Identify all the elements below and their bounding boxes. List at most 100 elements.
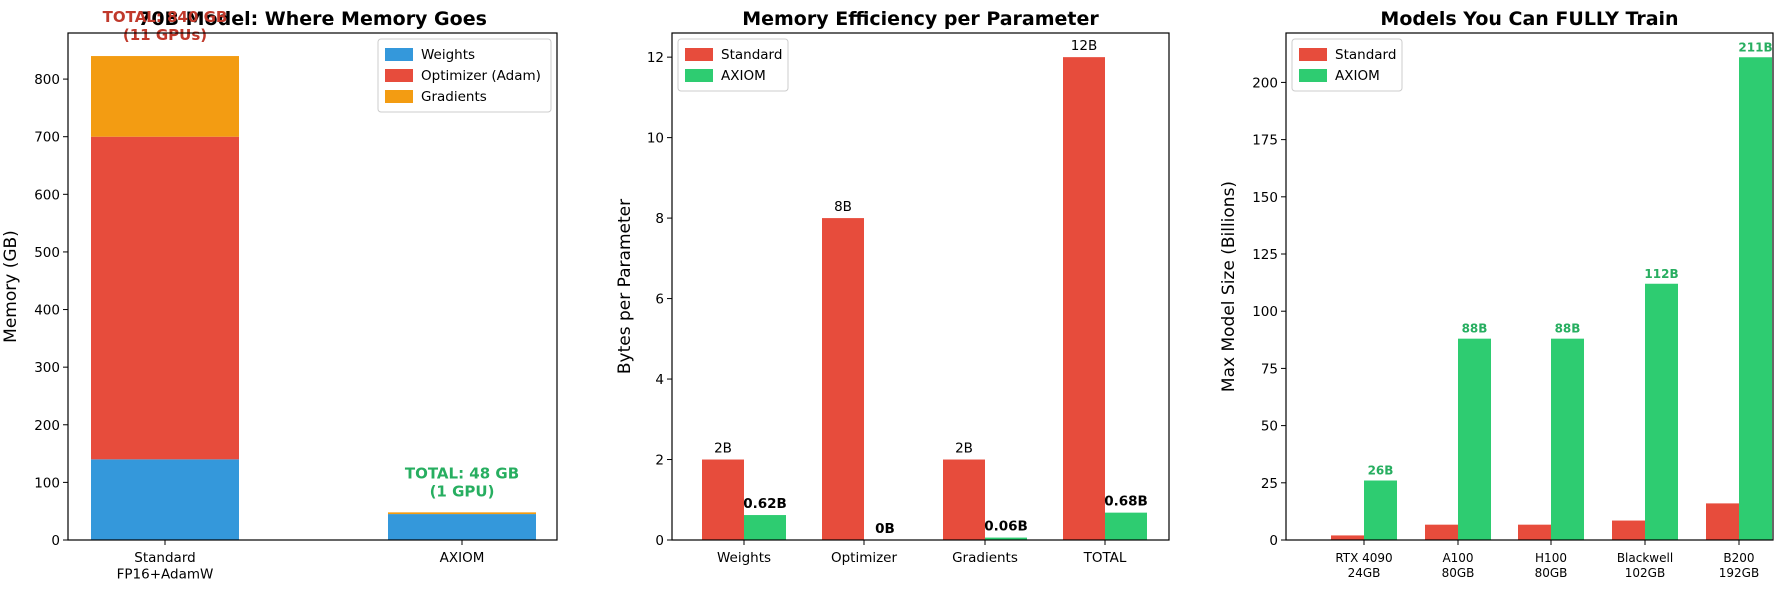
bar-optimizer-adam-standard <box>91 136 239 460</box>
plot-frame <box>67 32 558 541</box>
data-label-standard-gradients: 2B <box>955 441 973 457</box>
bar-weights-standard <box>91 459 239 540</box>
bar-standard-a100 <box>1425 524 1458 540</box>
y-tick-label: 50 <box>1261 419 1278 435</box>
chart-title: Models You Can FULLY Train <box>1380 8 1678 30</box>
legend-box <box>377 38 552 113</box>
data-label-standard-weights: 2B <box>714 441 732 457</box>
data-label-axiom-b200: 211B <box>1738 40 1772 54</box>
y-tick-label: 100 <box>34 475 60 491</box>
y-tick-label: 150 <box>1252 190 1278 206</box>
bar-weights-axiom <box>388 514 536 540</box>
data-label-axiom-weights: 0.62B <box>743 496 787 512</box>
bar-axiom-h100 <box>1551 338 1584 540</box>
legend-label-standard: Standard <box>1335 47 1396 63</box>
y-tick-label: 600 <box>34 187 60 203</box>
y-tick-label: 0 <box>655 533 664 549</box>
x-tick-label-weights: Weights <box>717 550 771 566</box>
legend-label-gradients: Gradients <box>421 89 487 105</box>
memory-breakdown-chart: 70B Model: Where Memory Goes 0 100 200 300 40… <box>1 8 558 583</box>
bar-standard-b200 <box>1706 503 1739 540</box>
data-label-axiom-rtx-4090: 26B <box>1368 464 1394 478</box>
y-tick-label: 0 <box>1269 533 1278 549</box>
legend-swatch-axiom <box>1299 69 1327 82</box>
bar-standard-gradients <box>943 459 985 540</box>
legend-swatch-standard <box>1299 48 1327 61</box>
y-tick-label: 0 <box>51 533 60 549</box>
y-tick-label: 200 <box>1252 75 1278 91</box>
data-label-axiom-gradients: 0.06B <box>984 519 1028 535</box>
x-tick-label-optimizer: Optimizer <box>831 550 898 566</box>
legend-label-optimizer-adam: Optimizer (Adam) <box>421 68 541 84</box>
data-label-axiom-total: 0.68B <box>1104 494 1148 510</box>
x-tick-label-blackwell-102gb: Blackwell 102GB <box>1617 551 1673 580</box>
chart-title: Memory Efficiency per Parameter <box>742 8 1099 30</box>
x-tick-label-b200-192gb: B200 192GB <box>1719 551 1759 580</box>
bar-axiom-a100 <box>1458 338 1491 540</box>
x-tick-label-gradients: Gradients <box>952 550 1018 566</box>
y-tick-label: 500 <box>34 245 60 261</box>
y-tick-label: 400 <box>34 303 60 319</box>
y-tick-label: 800 <box>34 72 60 88</box>
y-tick-label: 700 <box>34 130 60 146</box>
data-label-axiom-h100: 88B <box>1555 322 1581 336</box>
legend-label-axiom: AXIOM <box>721 68 766 84</box>
legend-label-standard: Standard <box>721 47 782 63</box>
plot-frame <box>1285 32 1774 541</box>
total-annotation-axiom: TOTAL: 48 GB (1 GPU) <box>405 464 519 500</box>
x-tick-label-total: TOTAL <box>1083 550 1127 566</box>
x-tick-label-a100-80gb: A100 80GB <box>1442 551 1475 580</box>
bar-axiom-total <box>1105 512 1147 540</box>
bytes-per-parameter-chart: Memory Efficiency per Parameter 0 2 4 6 8 10 12… <box>615 8 1170 566</box>
bar-standard-total <box>1063 57 1105 541</box>
legend-swatch-weights <box>385 48 413 61</box>
y-tick-label: 25 <box>1261 476 1278 492</box>
y-tick-label: 10 <box>647 131 664 147</box>
bar-axiom-blackwell <box>1645 283 1678 540</box>
bar-standard-optimizer <box>822 218 864 540</box>
max-model-size-chart: Models You Can FULLY Train 0 25 50 75 100 125 1… <box>1219 8 1774 580</box>
legend-swatch-gradients <box>385 90 413 103</box>
bar-axiom-b200 <box>1739 57 1772 541</box>
bar-axiom-weights <box>744 515 786 540</box>
legend-swatch-axiom <box>685 69 713 82</box>
total-annotation-standard: TOTAL: 840 GB (11 GPUs) <box>103 8 228 44</box>
legend-label-weights: Weights <box>421 47 475 63</box>
y-tick-label: 75 <box>1261 361 1278 377</box>
y-tick-label: 12 <box>647 50 664 66</box>
bar-standard-weights <box>702 459 744 540</box>
data-label-standard-total: 12B <box>1071 38 1097 54</box>
y-axis-label: Bytes per Parameter <box>615 199 635 374</box>
y-tick-label: 6 <box>655 292 664 308</box>
bar-standard-blackwell <box>1612 520 1645 540</box>
bar-axiom-gradients <box>985 537 1027 540</box>
x-tick-label-rtx-4090-24gb: RTX 4090 24GB <box>1335 551 1392 580</box>
x-tick-label-standard-fp16-adamw: Standard FP16+AdamW <box>117 550 214 583</box>
y-axis-label: Max Model Size (Billions) <box>1219 181 1239 392</box>
data-label-axiom-optimizer: 0B <box>875 521 895 537</box>
chart-title: 70B Model: Where Memory Goes <box>138 8 487 30</box>
bar-gradients-axiom <box>388 512 536 515</box>
x-tick-label-axiom: AXIOM <box>440 550 485 566</box>
y-tick-label: 300 <box>34 360 60 376</box>
legend-swatch-optimizer-adam <box>385 69 413 82</box>
bar-standard-rtx-4090 <box>1331 535 1364 540</box>
bar-gradients-standard <box>91 56 239 137</box>
y-tick-label: 175 <box>1252 133 1278 149</box>
y-tick-label: 2 <box>655 453 664 469</box>
y-tick-label: 4 <box>655 372 664 388</box>
x-tick-label-h100-80gb: H100 80GB <box>1535 551 1568 580</box>
legend-label-axiom: AXIOM <box>1335 68 1380 84</box>
y-tick-label: 8 <box>655 211 664 227</box>
y-tick-label: 100 <box>1252 304 1278 320</box>
legend-swatch-standard <box>685 48 713 61</box>
bar-axiom-rtx-4090 <box>1364 480 1397 540</box>
data-label-standard-optimizer: 8B <box>834 199 852 215</box>
y-tick-label: 200 <box>34 418 60 434</box>
data-label-axiom-a100: 88B <box>1462 322 1488 336</box>
bar-standard-h100 <box>1518 524 1551 540</box>
plot-frame <box>671 32 1170 541</box>
y-axis-label: Memory (GB) <box>1 230 21 343</box>
data-label-axiom-blackwell: 112B <box>1644 267 1678 281</box>
